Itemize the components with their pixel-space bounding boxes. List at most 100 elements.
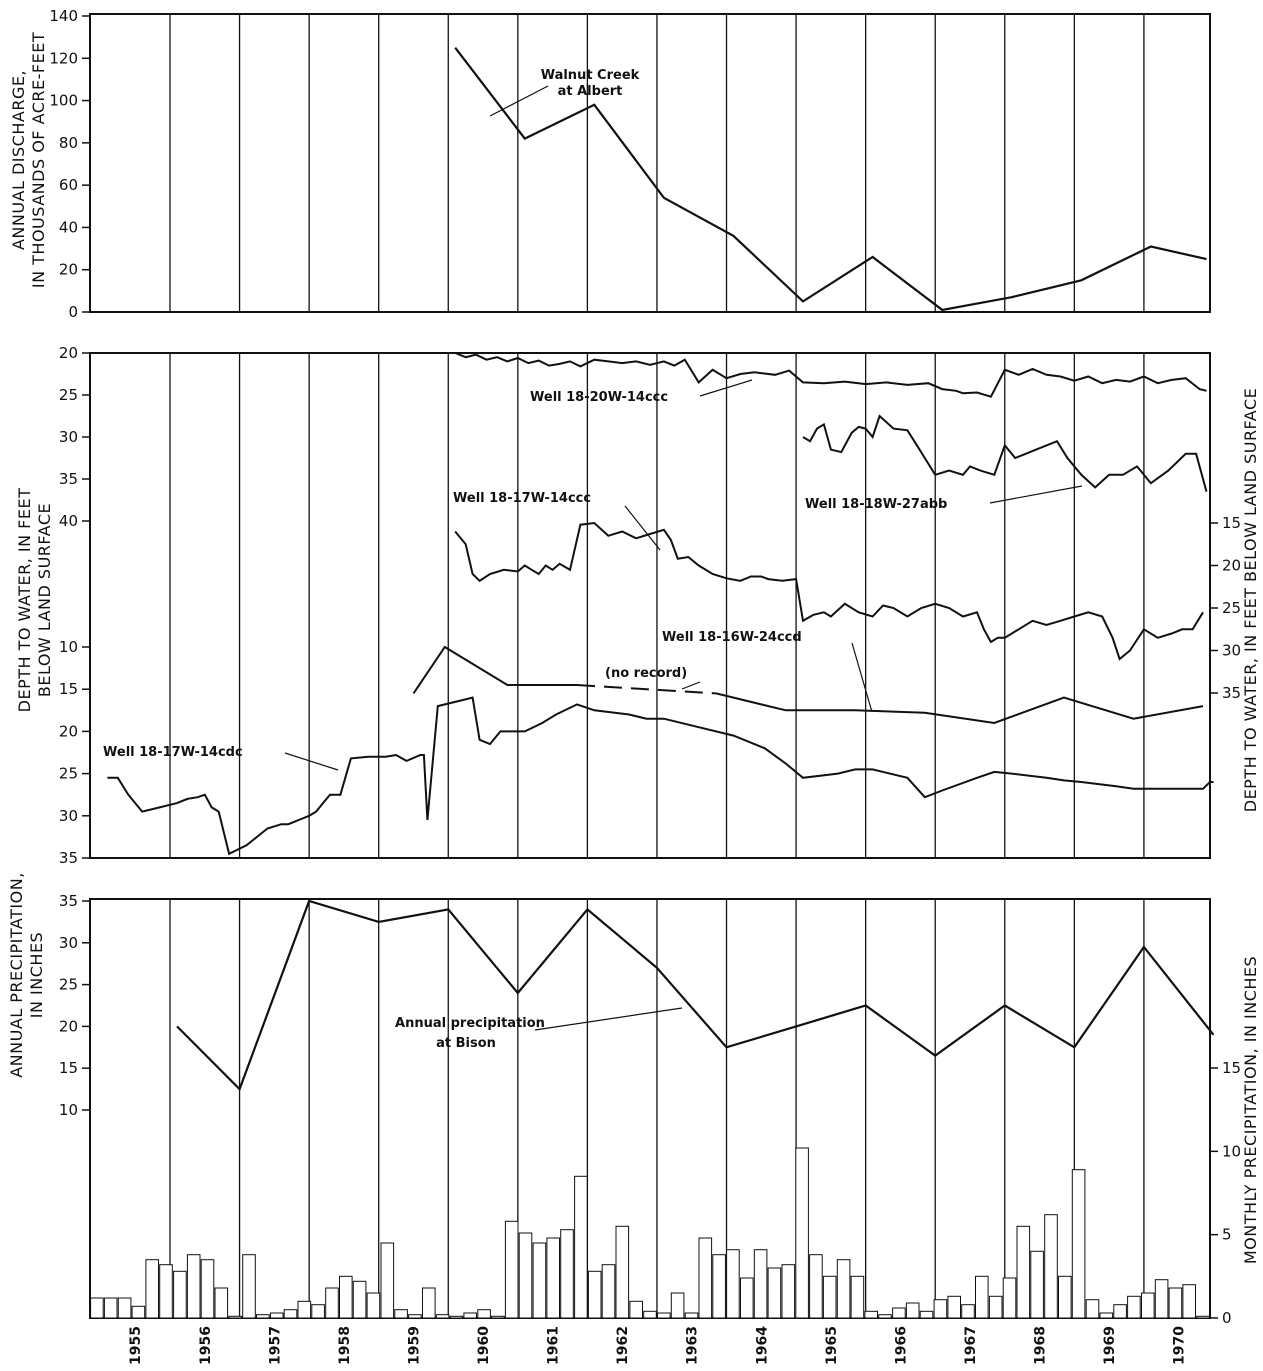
monthly-precip-bar [864,1310,879,1319]
monthly-precip-bar [1196,1315,1210,1319]
well-18-17w-14ccc-label: Well 18-17W-14ccc [453,491,591,506]
monthly-precip-bar [1058,1275,1072,1319]
well-series [107,352,1214,856]
year-gridlines [169,14,1145,1318]
series-line-well-18-16w-24ccd [412,645,577,694]
y-tick-label: 25 [59,976,78,994]
wells-panel: 20 25 30 35 40 10 15 20 25 30 35 15 20 25 30 35 DEPTH T… [15,344,1260,867]
monthly-precip-bar [366,1292,381,1319]
monthly-precip-bar [1085,1299,1100,1319]
monthly-precip-bar [449,1315,464,1319]
y-tick-label: 35 [59,849,78,867]
monthly-precip-bar [1002,1277,1017,1319]
monthly-precip-bar [504,1220,519,1319]
y-tick-label: 40 [59,218,78,236]
well-18-18w-27abb-label: Well 18-18W-27abb [805,497,947,512]
year-tick-label: 1967 [963,1326,979,1365]
y-tick-label: 30 [59,428,78,446]
annual-precip-y-label-line1: ANNUAL PRECIPITATION, [7,872,26,1078]
panel-frame [89,13,1211,313]
monthly-precip-bar [1044,1214,1058,1319]
monthly-precip-bar [186,1254,201,1319]
panel-frame [89,352,1211,859]
year-tick-label: 1963 [685,1326,701,1365]
y-tick-label: 35 [59,470,78,488]
monthly-precip-bar [712,1254,726,1319]
y-tick-label: 20 [59,722,78,740]
y-tick-label: 100 [49,92,78,110]
monthly-precip-bar [90,1297,104,1319]
y-tick-label: 10 [1222,1142,1241,1160]
no-record-leader [681,681,701,690]
y-tick-label: 60 [59,176,78,194]
monthly-precip-bar [117,1297,132,1319]
year-tick-label: 1958 [337,1326,353,1365]
year-tick-label: 1969 [1102,1326,1118,1365]
series-line-well-18-20w-14ccc [454,352,1207,398]
monthly-precip-bar [836,1259,851,1319]
year-tick-label: 1966 [893,1326,909,1365]
y-tick-label: 15 [1222,1059,1241,1077]
year-tick-label: 1960 [476,1326,492,1365]
monthly-precip-bar [269,1312,284,1319]
y-tick-label: 15 [1222,514,1241,532]
discharge-panel: 0 20 40 60 80 100 120 140 ANNUAL DISCHARGE, IN … [9,7,1207,321]
monthly-precip-bar [1113,1304,1127,1319]
monthly-precip-bar [1182,1284,1197,1319]
monthly-precip-bar [339,1275,353,1319]
precipitation-panel: 10 15 20 25 30 35 0 5 10 15 ANNUAL PRECIPITATION,… [7,872,1260,1365]
monthly-precip-bar [1030,1250,1044,1319]
monthly-precip-bar [1099,1312,1114,1319]
well-18-18w-27abb-leader [989,485,1083,504]
series-line-well-18-16w-24ccd [715,692,1204,725]
monthly-precip-bar [256,1314,270,1319]
monthly-precip-bar [283,1309,298,1319]
y-tick-label: 30 [59,807,78,825]
year-tick-label: 1970 [1172,1326,1188,1365]
monthly-precip-bar [601,1264,616,1319]
wells-right-y-label: DEPTH TO WATER, IN FEET BELOW LAND SURFA… [1241,388,1260,813]
walnut-creek-label-line1: Walnut Creek [541,68,640,83]
well-18-16w-24ccd-leader [851,642,873,713]
well-18-20w-14ccc-leader [699,379,753,397]
walnut-creek-leader [489,85,549,117]
year-tick-label: 1957 [267,1326,283,1365]
monthly-precip-bar [311,1304,325,1319]
monthly-precip-bar [781,1264,796,1319]
monthly-precip-bar [643,1310,657,1319]
monthly-precip-bar [587,1270,602,1319]
monthly-precip-bar [878,1314,892,1319]
annual-precip-label-line2: at Bison [436,1036,496,1051]
monthly-precip-bar [1141,1292,1155,1319]
monthly-precip-bar [933,1299,948,1319]
y-tick-label: 40 [59,512,78,530]
monthly-precip-bar [103,1297,118,1319]
monthly-precip-bar [1154,1279,1169,1319]
monthly-precip-bar [131,1305,146,1319]
monthly-precip-bar [740,1277,754,1319]
series-line-well-18-17w-14ccc [454,521,1204,661]
y-tick-label: 15 [59,1059,78,1077]
monthly-precip-bar [242,1254,256,1319]
monthly-precip-bar [477,1309,491,1319]
year-tick-label: 1968 [1033,1326,1049,1365]
monthly-precip-bar [961,1304,975,1319]
monthly-precip-bar [892,1307,906,1319]
monthly-precip-bar [767,1267,782,1319]
y-tick-label: 25 [59,765,78,783]
monthly-precip-bar [532,1242,547,1319]
monthly-precip-bar [809,1254,823,1319]
monthly-precip-bar [574,1175,588,1319]
y-tick-label: 140 [49,7,78,25]
year-tick-label: 1959 [407,1326,423,1365]
well-18-16w-24ccd-label: Well 18-16W-24ccd [662,630,802,645]
monthly-precip-bar [1168,1287,1183,1319]
well-18-20w-14ccc-label: Well 18-20W-14ccc [530,390,668,405]
series-line-walnut-creek [454,47,1207,312]
monthly-precip-bar [518,1232,533,1319]
monthly-precip-bar [546,1237,561,1319]
y-tick-label: 10 [59,638,78,656]
monthly-precip-bar [795,1147,809,1319]
monthly-precip-bar [629,1300,644,1319]
y-tick-label: 20 [59,261,78,279]
